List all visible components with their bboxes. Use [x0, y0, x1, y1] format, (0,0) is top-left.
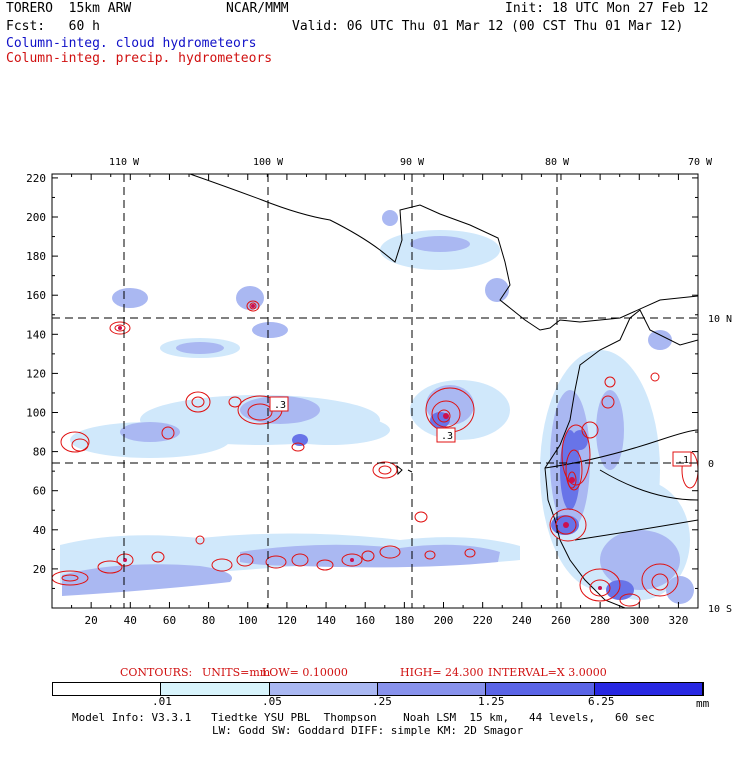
contour-label: .3: [274, 400, 286, 411]
lat-label: 0: [708, 459, 714, 470]
high-value: HIGH= 24.300: [400, 666, 484, 679]
colorbar-segment: [594, 683, 703, 695]
x-tick-labels: 20 40 60 80 100 120 140 160 180 200 220 240 260 280 30…: [85, 614, 689, 627]
lon-label: 80 W: [545, 157, 570, 168]
colorbar-segment: [161, 683, 270, 695]
x-tick-label: 200: [434, 614, 454, 627]
x-tick-label: 280: [590, 614, 610, 627]
latlon-grid: [52, 174, 698, 608]
lon-label: 100 W: [253, 157, 284, 168]
forecast-hour: Fcst: 60 h: [6, 19, 100, 34]
y-tick-labels: 20 40 60 80 100 120 140 160 180 200 220: [26, 172, 46, 576]
y-tick-label: 160: [26, 289, 46, 302]
y-tick-label: 200: [26, 211, 46, 224]
y-tick-label: 80: [33, 446, 46, 459]
units-label: UNITS=mm: [202, 666, 271, 679]
lon-label: 90 W: [400, 157, 425, 168]
x-tick-label: 300: [629, 614, 649, 627]
precip-contours: [52, 300, 698, 607]
colorbar-tick: .05: [262, 695, 282, 708]
colorbar-unit: mm: [696, 697, 710, 710]
x-tick-label: 40: [124, 614, 137, 627]
x-tick-label: 140: [316, 614, 336, 627]
organization: NCAR/MMM: [226, 1, 289, 16]
interval-value: INTERVAL=X 3.0000: [488, 666, 607, 679]
longitude-labels: 110 W 100 W 90 W 80 W 70 W: [109, 157, 713, 168]
plot-frame: [51, 173, 699, 609]
lon-label: 70 W: [688, 157, 713, 168]
x-tick-label: 320: [668, 614, 688, 627]
model-name: TORERO 15km ARW: [6, 1, 132, 16]
coastlines: [189, 174, 698, 608]
low-value: LOW= 0.10000: [262, 666, 348, 679]
colorbar-segment: [269, 683, 378, 695]
colorbar-tick: 6.25: [588, 695, 615, 708]
x-tick-label: 220: [473, 614, 493, 627]
init-time: Init: 18 UTC Mon 27 Feb 12: [505, 1, 709, 16]
x-tick-label: 80: [202, 614, 215, 627]
lon-label: 110 W: [109, 157, 140, 168]
x-tick-label: 160: [355, 614, 375, 627]
x-tick-label: 60: [163, 614, 176, 627]
contours-label: CONTOURS:: [120, 666, 193, 679]
axis-ticks: [52, 174, 698, 608]
y-tick-label: 60: [33, 485, 46, 498]
x-tick-label: 260: [551, 614, 571, 627]
precip-cores: [118, 304, 602, 590]
x-tick-label: 180: [394, 614, 414, 627]
colorbar-tick: .25: [372, 695, 392, 708]
map-plot: .3 .3 .1 110 W 100 W 90 W 80 W 70 W 10 N…: [26, 157, 732, 627]
y-tick-label: 40: [33, 524, 46, 537]
y-tick-label: 120: [26, 367, 46, 380]
colorbar-tick: 1.25: [478, 695, 505, 708]
y-tick-label: 140: [26, 328, 46, 341]
contour-label-group: .3 .3 .1: [269, 396, 692, 467]
colorbar-segment: [53, 683, 162, 695]
field-precip-label: Column-integ. precip. hydrometeors: [6, 51, 273, 66]
colorbar-tick: .01: [152, 695, 172, 708]
contour-label: .1: [677, 455, 689, 466]
colorbar-segment: [486, 683, 595, 695]
colorbar-segment: [377, 683, 487, 695]
contour-label: .3: [441, 431, 453, 442]
contour-info: CONTOURS: UNITS=mm LOW= 0.10000 HIGH= 24…: [0, 666, 740, 680]
cloud-shading-light: [60, 230, 690, 600]
lat-label: 10 N: [708, 314, 732, 325]
valid-time: Valid: 06 UTC Thu 01 Mar 12 (00 CST Thu …: [292, 19, 684, 34]
x-tick-label: 20: [85, 614, 98, 627]
y-tick-label: 180: [26, 250, 46, 263]
x-tick-label: 100: [238, 614, 258, 627]
model-info-line1: Model Info: V3.3.1 Tiedtke YSU PBL Thomp…: [72, 711, 655, 724]
x-tick-label: 120: [277, 614, 297, 627]
x-tick-label: 240: [512, 614, 532, 627]
y-tick-label: 220: [26, 172, 46, 185]
lat-label: 10 S: [708, 604, 732, 615]
y-tick-label: 20: [33, 563, 46, 576]
y-tick-label: 100: [26, 407, 46, 420]
latitude-labels: 10 N 0 10 S: [708, 314, 732, 615]
colorbar: [52, 682, 704, 696]
model-info-line2: LW: Godd SW: Goddard DIFF: simple KM: 2D…: [212, 724, 524, 737]
field-cloud-label: Column-integ. cloud hydrometeors: [6, 36, 257, 51]
